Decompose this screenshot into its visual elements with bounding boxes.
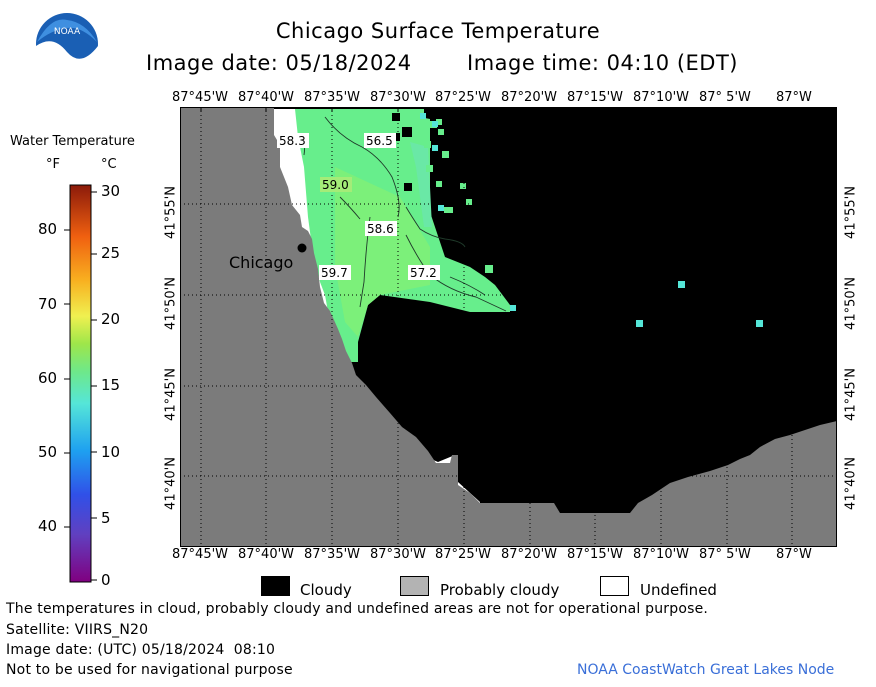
c-tick-10: 10 [101,443,121,461]
lon-top-87-5: 87° 5'W [699,90,751,105]
c-tick-30: 30 [101,182,121,200]
utc-date-text: Image date: (UTC) 05/18/2024 08:10 [6,642,276,658]
lat-right-41-55: 41°55'N [843,186,859,239]
lon-top-87-25: 87°25'W [435,90,492,105]
lon-bottom-87-5: 87° 5'W [699,547,751,562]
lon-bottom-87-10: 87°10'W [633,547,690,562]
f-tick-40: 40 [38,517,58,535]
nav-note-text: Not to be used for navigational purpose [6,662,293,678]
legend-probably-cloudy: Probably cloudy [440,581,560,599]
f-tick-60: 60 [38,369,58,387]
lon-bottom-87-15: 87°15'W [567,547,624,562]
f-tick-50: 50 [38,443,58,461]
lat-right-41-50: 41°50'N [843,277,859,330]
temp-label-58-6: 58.6 [367,222,394,236]
lon-bottom-87-20: 87°20'W [501,547,558,562]
lat-right-41-40: 41°40'N [843,457,859,510]
lon-top-87-40: 87°40'W [238,90,295,105]
svg-text:NOAA: NOAA [54,27,81,37]
legend-undefined: Undefined [640,581,717,599]
chicago-marker [297,243,307,253]
page-title: Chicago Surface Temperature [275,19,601,43]
temp-label-59-7: 59.7 [321,266,348,280]
lon-bottom-87: 87°W [776,547,812,562]
colorbar-title: Water Temperature [10,134,135,149]
c-tick-20: 20 [101,310,121,328]
unit-fahrenheit: °F [46,157,60,172]
lon-top-87-45: 87°45'W [172,90,229,105]
lon-bottom-87-35: 87°35'W [304,547,361,562]
temp-label-58-3: 58.3 [279,134,306,148]
lon-bottom-87-25: 87°25'W [435,547,492,562]
disclaimer-text: The temperatures in cloud, probably clou… [6,601,709,617]
lon-top-87-20: 87°20'W [501,90,558,105]
lat-left-41-45: 41°45'N [163,368,179,421]
credit-link[interactable]: NOAA CoastWatch Great Lakes Node [577,662,835,678]
lon-top-87-15: 87°15'W [567,90,624,105]
lon-top-87-35: 87°35'W [304,90,361,105]
temp-label-56-5: 56.5 [366,134,393,148]
lon-bottom-87-30: 87°30'W [370,547,427,562]
lat-left-41-55: 41°55'N [163,186,179,239]
land-area [180,107,837,547]
warm-water-region [335,167,430,337]
f-tick-70: 70 [38,295,58,313]
undefined-swatch [600,576,629,596]
f-tick-80: 80 [38,220,58,238]
c-tick-25: 25 [101,244,121,262]
temp-label-57-2: 57.2 [410,266,437,280]
city-label: Chicago [229,253,294,272]
lon-top-87-30: 87°30'W [370,90,427,105]
lon-bottom-87-45: 87°45'W [172,547,229,562]
image-time: Image time: 04:10 (EDT) [467,51,738,75]
lon-top-87-10: 87°10'W [633,90,690,105]
legend-cloudy: Cloudy [300,581,352,599]
lat-left-41-40: 41°40'N [163,457,179,510]
temperature-labels: 58.3 56.5 59.0 58.6 59.7 57.2 [277,133,440,280]
image-date: Image date: 05/18/2024 [146,51,412,75]
lat-right-41-45: 41°45'N [843,368,859,421]
c-tick-15: 15 [101,376,121,394]
c-tick-5: 5 [101,509,111,527]
lon-top-87: 87°W [776,90,812,105]
temperature-map: 58.3 56.5 59.0 58.6 59.7 57.2 [180,107,837,547]
temp-label-59-0: 59.0 [322,178,349,192]
unit-celsius: °C [101,157,117,172]
lon-bottom-87-40: 87°40'W [238,547,295,562]
probably-cloudy-swatch [400,576,429,596]
lat-left-41-50: 41°50'N [163,277,179,330]
satellite-text: Satellite: VIIRS_N20 [6,622,149,638]
grid-lines [180,107,837,547]
cloudy-swatch [261,576,290,596]
colorbar [64,184,97,583]
noaa-logo: NOAA [36,13,98,76]
c-tick-0: 0 [101,571,111,589]
